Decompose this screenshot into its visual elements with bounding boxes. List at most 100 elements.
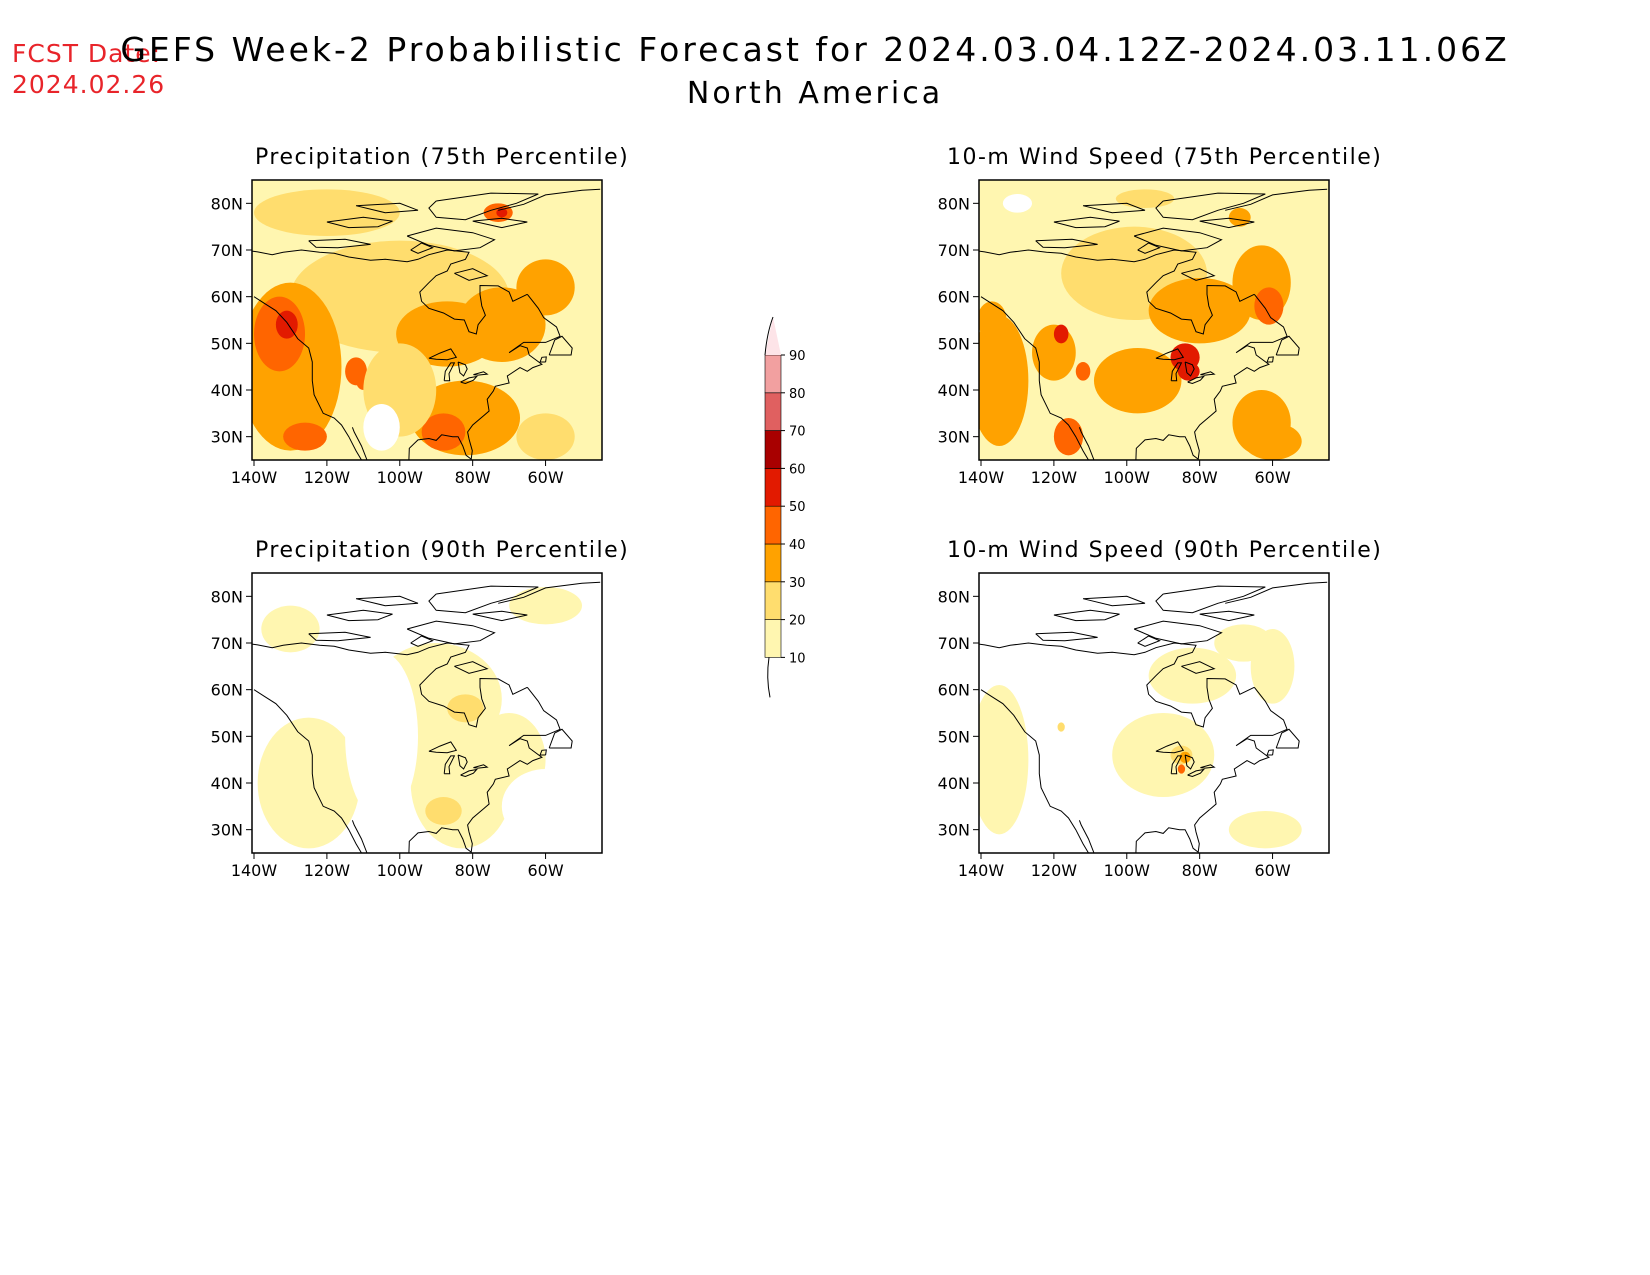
island-outline: [539, 356, 547, 363]
coastline: [498, 188, 601, 211]
colorbar-tick-label: 80: [789, 387, 806, 402]
lon-tick-label: 100W: [1104, 861, 1151, 880]
island-outline: [406, 620, 496, 645]
colorbar-tick-label: 10: [789, 651, 806, 666]
great-lake-outline: [1184, 361, 1195, 377]
lat-tick-label: 50N: [938, 727, 970, 746]
island-outline: [1035, 238, 1098, 249]
island-outline: [406, 227, 496, 252]
coastline-layer: [979, 188, 1328, 460]
island-outline: [428, 585, 539, 614]
great-lake-outline: [460, 375, 479, 385]
map-fill-layer: [979, 180, 1329, 460]
probability-contour: [1228, 811, 1302, 849]
lat-tick-label: 40N: [211, 774, 243, 793]
map-precip-75: 80N 70N 60N 50N 40N 30N 140W 120W 100W 80W 60W: [211, 179, 603, 487]
probability-contour: [1214, 624, 1273, 662]
lat-tick-label: 50N: [211, 334, 243, 353]
probability-contour: [1053, 324, 1069, 344]
map-frame: [978, 572, 1330, 854]
coastline: [979, 249, 1255, 335]
probability-contour: [516, 259, 575, 316]
island-outline: [472, 610, 528, 622]
island-outline: [308, 238, 371, 249]
island-outline: [1082, 202, 1146, 214]
probability-contour: [345, 652, 418, 821]
panel-title: Precipitation (90th Percentile): [255, 538, 630, 563]
colorbar-segment: [764, 468, 782, 507]
coastline: [1225, 581, 1328, 604]
map-frame: [978, 179, 1330, 461]
colorbar-segment: [764, 505, 782, 545]
lon-tick-label: 140W: [231, 468, 278, 487]
coastline: [351, 427, 368, 460]
lon-tick-label: 80W: [455, 468, 491, 487]
lat-tick-label: 80N: [211, 194, 243, 213]
probability-contour: [1254, 287, 1284, 325]
island-outline: [1137, 635, 1161, 647]
coastline: [980, 296, 1089, 460]
island-outline: [1137, 242, 1161, 254]
island-outline: [1155, 192, 1266, 221]
lon-tick-label: 140W: [958, 468, 1005, 487]
map-fill-layer: [252, 180, 602, 460]
lat-tick-label: 70N: [211, 634, 243, 653]
lat-tick-label: 60N: [211, 681, 243, 700]
colorbar-tick-label: 40: [789, 538, 806, 553]
probability-contour: [1243, 422, 1302, 460]
map-frame: [251, 179, 603, 461]
map-precip-90: 80N 70N 60N 50N 40N 30N 140W 120W 100W 80W 60W: [211, 572, 603, 880]
lat-tick-label: 70N: [938, 634, 970, 653]
lat-tick-label: 80N: [938, 587, 970, 606]
great-lake-outline: [428, 741, 458, 754]
probability-contour: [254, 189, 400, 236]
coastline: [498, 581, 601, 604]
great-lake-outline: [460, 768, 479, 778]
island-outline: [1181, 661, 1216, 674]
lat-tick-label: 30N: [211, 821, 243, 840]
lat-tick-label: 60N: [211, 288, 243, 307]
island-outline: [548, 728, 573, 749]
probability-contour: [283, 422, 327, 451]
great-lake-outline: [1155, 348, 1185, 361]
coastline: [252, 249, 528, 335]
map-background: [979, 573, 1329, 853]
probability-contour: [1053, 418, 1084, 456]
great-lake-outline: [428, 348, 458, 361]
coastline-layer: [252, 188, 601, 460]
probability-contour: [979, 315, 1029, 446]
probability-contour: [1057, 722, 1065, 732]
map-fill-layer: [252, 573, 602, 853]
probability-contour: [509, 587, 582, 625]
fcst-date-caption: FCST Date:: [12, 39, 162, 68]
coastline: [980, 689, 1089, 853]
lat-tick-label: 80N: [211, 587, 243, 606]
great-lake-outline: [473, 764, 489, 769]
lat-tick-label: 30N: [211, 428, 243, 447]
map-frame: [251, 572, 603, 854]
island-outline: [1266, 749, 1274, 756]
colorbar-upper-cap: [765, 317, 781, 355]
map-wind-90: 80N 70N 60N 50N 40N 30N 140W 120W 100W 80W 60W: [938, 572, 1330, 880]
coastline: [408, 293, 561, 460]
lat-tick-label: 30N: [938, 821, 970, 840]
probability-contour: [1148, 278, 1251, 344]
island-outline: [326, 216, 393, 229]
colorbar-tick-label: 70: [789, 425, 806, 440]
coastline: [252, 642, 528, 728]
great-lake-outline: [1200, 764, 1216, 769]
coastline: [253, 689, 362, 853]
lat-tick-label: 70N: [211, 241, 243, 260]
island-outline: [472, 217, 528, 229]
island-outline: [539, 749, 547, 756]
probability-contour: [261, 605, 320, 653]
probability-contour: [447, 694, 484, 723]
lon-tick-label: 60W: [527, 468, 563, 487]
colorbar-segment: [764, 543, 782, 583]
panel-title: 10-m Wind Speed (75th Percentile): [947, 145, 1383, 170]
lon-tick-label: 60W: [1254, 468, 1290, 487]
colorbar-lower-cap: [765, 657, 781, 698]
lon-tick-label: 100W: [1104, 468, 1151, 487]
great-lake-outline: [473, 371, 489, 376]
colorbar-tick-label: 20: [789, 614, 806, 629]
